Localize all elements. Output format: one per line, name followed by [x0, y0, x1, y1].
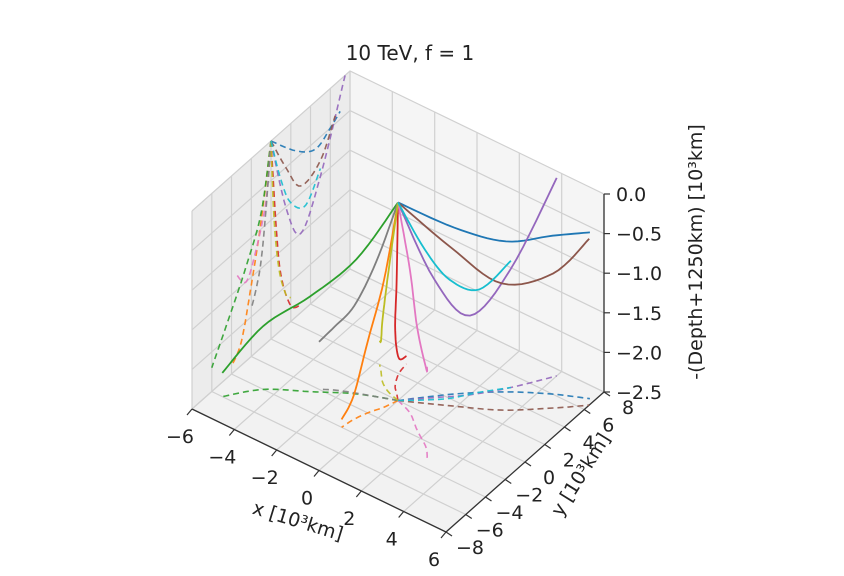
x-tick-label: 2: [343, 508, 355, 530]
x-tick-mark: [271, 449, 278, 457]
trajectory-line: [397, 177, 558, 317]
trajectory-line: [397, 202, 512, 292]
y-tick-label: −6: [476, 520, 504, 542]
x-tick-mark: [355, 490, 362, 498]
trajectory-line: [397, 201, 590, 243]
y-tick-label: −8: [456, 537, 484, 559]
trajectory-line: [394, 202, 407, 361]
x-axis-label: x [10³km]: [250, 497, 346, 545]
y-axis-label: y [10³km]: [547, 429, 615, 520]
trajectory-lines: [221, 177, 590, 420]
wall-projection: [270, 111, 341, 153]
y-tick-mark: [524, 461, 532, 467]
x-tick-mark: [440, 531, 447, 539]
wall-projection: [250, 140, 272, 310]
x-tick-label: 6: [428, 549, 440, 571]
trajectory-line: [340, 202, 399, 420]
grid-line-z: [191, 268, 605, 410]
x-tick-mark: [398, 511, 405, 518]
y-tick-label: −4: [495, 502, 523, 524]
grid-lines: [191, 70, 605, 533]
trajectory-line: [221, 201, 399, 374]
trajectory-line: [378, 202, 399, 344]
tick-labels: −6−4−20246−8−6−4−202468−2.5−2.0−1.5−1.0−…: [166, 184, 662, 571]
z-tick-label: −2.0: [616, 342, 662, 364]
y-tick-mark: [564, 426, 571, 432]
z-tick-label: −0.5: [616, 224, 662, 246]
wall-projection: [270, 75, 346, 236]
grid-line-z: [191, 70, 605, 212]
y-tick-label: 6: [602, 415, 614, 437]
z-tick-label: 0.0: [616, 184, 646, 206]
x-tick-mark: [186, 408, 193, 416]
x-tick-label: −2: [251, 467, 279, 489]
x-tick-label: 4: [386, 529, 398, 551]
wall-projection: [270, 140, 322, 210]
z-tick-label: −1.0: [616, 263, 662, 285]
floor-projection: [222, 388, 399, 402]
x-tick-mark: [228, 429, 235, 436]
x-tick-label: −4: [208, 447, 236, 469]
floor-projection: [397, 399, 590, 412]
y-tick-mark: [504, 479, 512, 484]
floor-projection: [341, 399, 399, 428]
grid-line-z: [191, 149, 605, 291]
y-tick-mark: [465, 514, 473, 519]
wall-projection: [270, 140, 301, 309]
projection-lines: [211, 75, 591, 462]
y-tick-label: 2: [563, 450, 575, 472]
y-tick-mark: [583, 409, 591, 414]
z-axis-label: -(Depth+1250km) [10³km]: [685, 124, 707, 380]
floor-projection: [398, 386, 512, 402]
y-tick-label: 8: [622, 397, 634, 419]
z-tick-label: −2.5: [616, 382, 662, 404]
trajectory-line: [397, 201, 590, 286]
grid-line-z: [191, 109, 605, 252]
x-tick-label: 0: [301, 488, 313, 510]
trajectory-line: [318, 202, 399, 343]
y-tick-label: −2: [515, 485, 543, 507]
y-tick-mark: [445, 531, 453, 537]
floor-projection: [394, 363, 408, 401]
wall-projection: [270, 115, 336, 187]
x-tick-label: −6: [166, 426, 194, 448]
trajectory-line: [397, 202, 429, 373]
wall-projection: [270, 140, 291, 299]
y-tick-mark: [485, 496, 492, 502]
floor-projection: [397, 399, 429, 462]
y-tick-label: 0: [543, 467, 555, 489]
y-tick-label: 4: [582, 432, 594, 454]
chart-title: 10 TeV, f = 1: [346, 41, 475, 65]
y-tick-mark: [603, 391, 611, 397]
floor-projection: [378, 364, 399, 402]
y-tick-mark: [544, 444, 552, 449]
z-tick-label: −1.5: [616, 303, 662, 325]
x-tick-mark: [313, 470, 320, 477]
